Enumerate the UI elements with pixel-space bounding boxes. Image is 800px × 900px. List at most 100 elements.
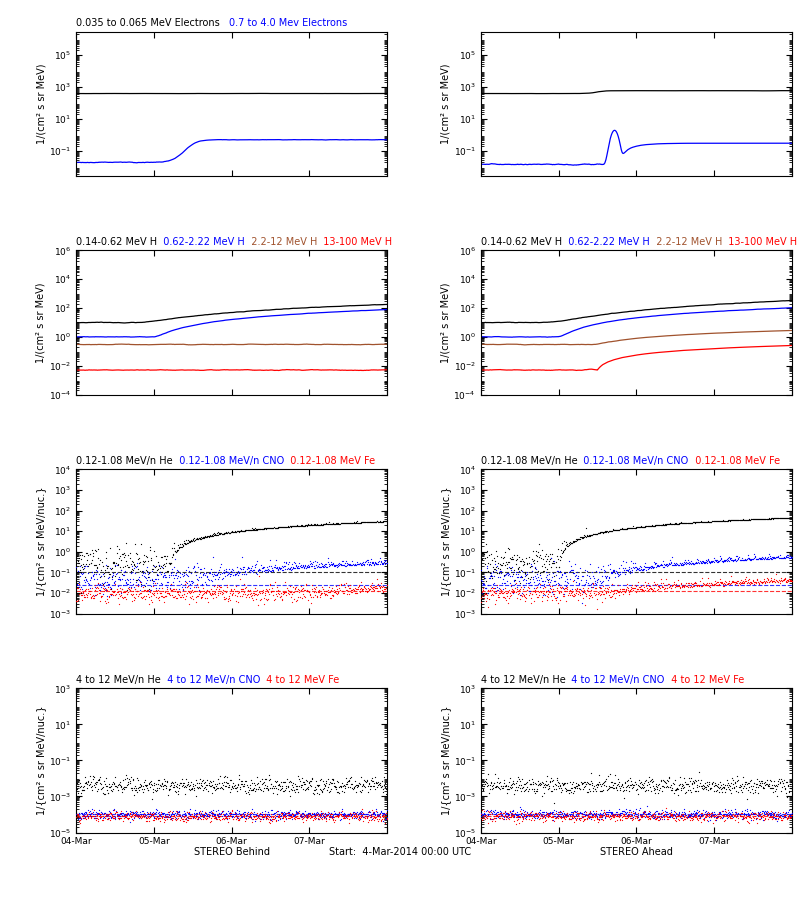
Point: [258, 560, 270, 574]
Point: [195, 778, 208, 792]
Point: [554, 804, 566, 818]
Point: [173, 808, 186, 823]
Point: [270, 804, 283, 818]
Point: [779, 511, 792, 526]
Point: [270, 560, 283, 574]
Point: [682, 777, 694, 791]
Point: [602, 805, 614, 819]
Point: [281, 519, 294, 534]
Point: [224, 806, 237, 820]
Point: [312, 806, 325, 820]
Point: [166, 581, 179, 596]
Point: [362, 581, 375, 596]
Point: [262, 781, 274, 796]
Point: [493, 581, 506, 596]
Point: [70, 776, 83, 790]
Point: [156, 782, 169, 796]
Point: [148, 544, 161, 558]
Point: [482, 767, 494, 781]
Point: [610, 564, 622, 579]
Point: [242, 590, 255, 605]
Point: [103, 589, 116, 603]
Point: [152, 812, 165, 826]
Point: [598, 775, 610, 789]
Point: [325, 807, 338, 822]
Point: [640, 807, 653, 822]
Point: [247, 810, 260, 824]
Point: [173, 573, 186, 588]
Point: [198, 574, 211, 589]
Point: [668, 575, 681, 590]
Point: [251, 806, 264, 820]
Point: [667, 517, 680, 531]
Point: [285, 775, 298, 789]
Point: [643, 812, 656, 826]
Point: [167, 808, 180, 823]
Point: [646, 807, 658, 822]
Point: [229, 806, 242, 820]
Point: [736, 513, 749, 527]
Point: [232, 524, 245, 538]
Point: [315, 772, 328, 787]
Point: [754, 574, 767, 589]
Point: [545, 806, 558, 820]
Point: [116, 560, 129, 574]
Point: [546, 555, 558, 570]
Point: [568, 535, 581, 549]
Point: [570, 586, 582, 600]
Point: [170, 808, 182, 823]
Point: [83, 809, 96, 824]
Point: [702, 810, 715, 824]
Point: [475, 552, 488, 566]
Point: [700, 578, 713, 592]
Point: [258, 586, 271, 600]
Point: [158, 778, 170, 792]
Point: [660, 808, 673, 823]
Point: [94, 577, 107, 591]
Point: [296, 814, 309, 829]
Point: [495, 564, 508, 579]
Point: [204, 529, 217, 544]
Point: [252, 809, 265, 824]
Point: [229, 807, 242, 822]
Point: [542, 572, 555, 586]
Point: [381, 810, 394, 824]
Point: [137, 778, 150, 793]
Point: [772, 774, 785, 788]
Point: [97, 576, 110, 590]
Point: [98, 582, 111, 597]
Point: [774, 811, 787, 825]
Point: [163, 778, 176, 793]
Point: [663, 770, 676, 785]
Point: [114, 778, 127, 793]
Point: [512, 815, 525, 830]
Point: [586, 527, 599, 542]
Point: [494, 562, 506, 576]
Point: [210, 568, 222, 582]
Point: [354, 516, 366, 530]
Point: [262, 592, 274, 607]
Point: [675, 783, 688, 797]
Point: [526, 775, 539, 789]
Point: [178, 577, 191, 591]
Point: [679, 557, 692, 572]
Point: [131, 572, 144, 587]
Point: [136, 580, 149, 595]
Point: [97, 566, 110, 580]
Point: [74, 806, 87, 820]
Point: [224, 526, 237, 540]
Point: [550, 582, 563, 597]
Point: [188, 780, 201, 795]
Point: [657, 576, 670, 590]
Point: [750, 552, 763, 566]
Point: [617, 780, 630, 795]
Point: [530, 806, 542, 820]
Point: [326, 557, 338, 572]
Point: [182, 777, 194, 791]
Point: [129, 808, 142, 823]
Point: [86, 809, 99, 824]
Point: [489, 585, 502, 599]
Point: [145, 579, 158, 593]
Point: [694, 515, 706, 529]
Point: [174, 540, 187, 554]
